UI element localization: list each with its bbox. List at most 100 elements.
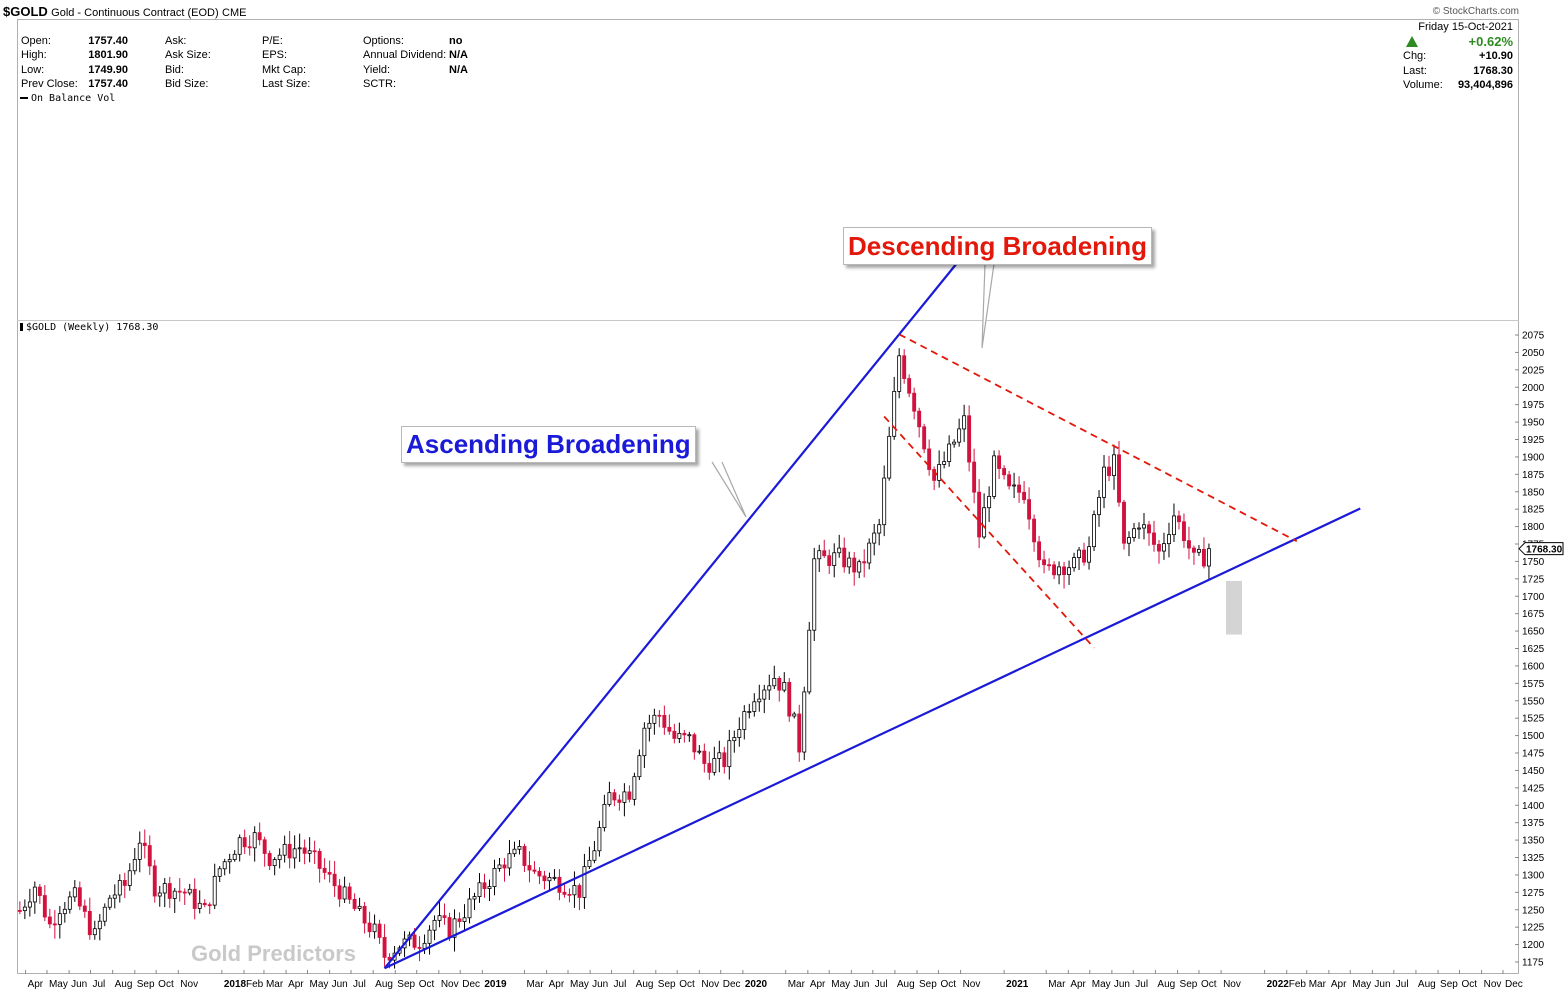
summary-label: Last: (1403, 64, 1427, 77)
candle-body (627, 791, 632, 800)
y-tick-label: 1675 (1522, 609, 1545, 620)
candle-body (227, 859, 232, 863)
candle-body (412, 934, 417, 948)
panel-separator (17, 320, 1519, 321)
summary-value: 93,404,896 (1457, 78, 1513, 91)
candle-body (262, 839, 267, 854)
x-tick-label: Apr (549, 979, 565, 990)
candle-body (667, 726, 672, 732)
quote-col-2: Ask: Ask Size: Bid: Bid Size: (165, 34, 211, 91)
candle-body (1127, 537, 1131, 544)
x-tick-label: May (1352, 979, 1371, 990)
y-tick-label: 1425 (1522, 783, 1545, 794)
y-tick-label: 1525 (1522, 714, 1545, 725)
candle-body (532, 869, 537, 872)
summary-box: Friday 15-Oct-2021 +0.62% Chg: +10.90 Las… (1403, 20, 1513, 92)
chart-title: $GOLD Gold - Continuous Contract (EOD) C… (3, 4, 246, 19)
x-tick-label: Nov (1223, 979, 1241, 990)
candle-body (592, 850, 597, 861)
candle-body (472, 896, 477, 900)
candle-body (22, 906, 27, 912)
candle-body (252, 832, 257, 849)
candle-body (722, 752, 727, 768)
quote-value: 1757.40 (88, 35, 128, 47)
candle-body (277, 854, 282, 860)
candle-body (357, 905, 362, 909)
candle-body (962, 415, 967, 430)
x-tick-label: May (309, 979, 328, 990)
up-arrow-icon (1406, 36, 1418, 48)
candle-body (182, 891, 187, 894)
candle-body (902, 355, 907, 379)
x-tick-label: Sep (1180, 979, 1198, 990)
descending-trendline (898, 333, 1298, 543)
candle-body (922, 426, 927, 450)
candle-body (697, 750, 702, 753)
x-tick-label: Jul (353, 979, 366, 990)
candle-body (1162, 543, 1166, 552)
candle-body (802, 691, 807, 753)
candle-body (1067, 567, 1072, 575)
candle-body (662, 714, 667, 728)
candle-body (587, 859, 592, 868)
candle-body (297, 847, 302, 850)
candle-body (497, 864, 502, 869)
candle-body (1157, 544, 1161, 552)
y-tick-label: 1250 (1522, 905, 1545, 916)
candle-body (1072, 557, 1076, 569)
candle-body (742, 711, 747, 730)
candle-body (1112, 454, 1116, 476)
candle-body (1122, 501, 1126, 544)
candle-body (247, 846, 252, 849)
candle-body (1027, 499, 1032, 520)
candle-body (312, 850, 317, 853)
candle-body (337, 885, 342, 900)
candle-body (317, 851, 322, 869)
candle-body (1002, 468, 1007, 476)
candle-body (727, 740, 732, 768)
candle-body (102, 906, 107, 922)
x-tick-label: Jul (93, 979, 106, 990)
candle-body (687, 734, 692, 737)
x-tick-label: Apr (1331, 979, 1347, 990)
candle-body (457, 918, 462, 922)
candle-body (617, 799, 622, 803)
candle-body (1022, 491, 1027, 501)
candle-body (1007, 474, 1012, 487)
candle-body (907, 378, 912, 394)
quote-label: Bid Size: (165, 77, 209, 90)
candle-body (132, 858, 137, 872)
x-tick-label: Sep (919, 979, 937, 990)
candle-body (137, 842, 142, 860)
candle-body (672, 730, 677, 739)
candle-body (242, 837, 247, 848)
candle-body (812, 558, 817, 631)
candle-body (677, 732, 682, 739)
ascending-callout-pointer (711, 461, 747, 518)
y-tick-label: 1300 (1522, 870, 1545, 881)
summary-label: Chg: (1403, 50, 1427, 63)
candle-body (537, 870, 542, 877)
candle-body (1132, 528, 1136, 538)
candle-body (772, 677, 777, 687)
site-watermark: © StockCharts.com (1432, 6, 1519, 17)
candle-body (257, 832, 262, 841)
candle-body (332, 873, 337, 887)
y-tick-label: 1825 (1522, 505, 1545, 516)
candle-body (822, 550, 827, 557)
candle-body (612, 792, 617, 801)
x-tick-label: Sep (137, 979, 155, 990)
x-tick-label: Apr (1070, 979, 1086, 990)
candle-body (292, 848, 297, 859)
candle-body (417, 946, 422, 949)
candle-body (202, 902, 207, 906)
x-tick-label: Aug (897, 979, 915, 990)
candle-body (992, 455, 997, 497)
x-tick-label: Jun (1374, 979, 1390, 990)
y-tick-label: 1500 (1522, 731, 1545, 742)
candle-body (692, 734, 697, 753)
candle-body (222, 861, 227, 870)
exchange: CME (222, 7, 247, 19)
y-tick-label: 1375 (1522, 818, 1545, 829)
candle-body (1117, 454, 1121, 503)
